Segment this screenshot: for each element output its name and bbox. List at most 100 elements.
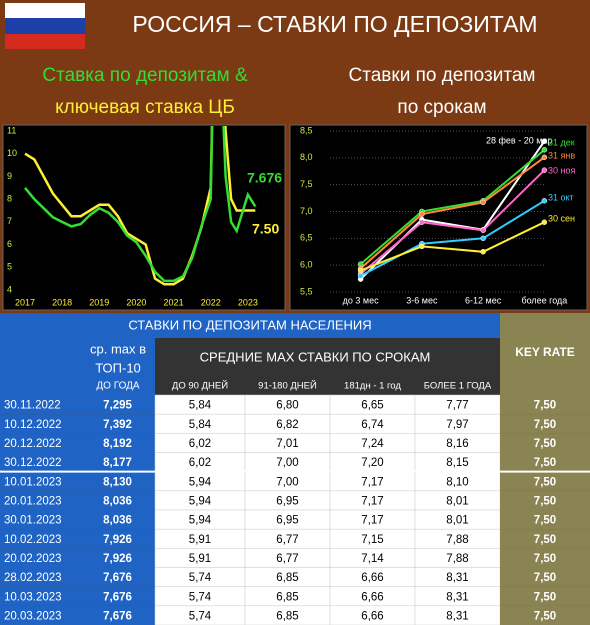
cell: 7,676 <box>103 591 132 603</box>
cell-bg <box>80 452 155 472</box>
cell: 6,66 <box>361 591 383 603</box>
cell: 7,17 <box>361 476 383 488</box>
y-tick-label: 6,5 <box>300 233 313 243</box>
right-chart-bg <box>289 124 588 311</box>
cell: 6,02 <box>189 438 211 450</box>
subtitle-left: ключевая ставка ЦБ <box>55 97 235 118</box>
cell: 6,85 <box>276 610 298 622</box>
cell: 7,50 <box>534 400 556 412</box>
y-tick-label: 8,0 <box>300 152 313 162</box>
cell: 20.12.2022 <box>4 438 62 450</box>
cell: 7,50 <box>534 476 556 488</box>
x-tick-label: 3-6 мес <box>406 295 438 305</box>
point <box>419 219 425 225</box>
cell-bg <box>500 395 590 415</box>
cell-bg <box>500 529 590 549</box>
point <box>541 138 548 144</box>
legend-label: 30 ноя <box>548 165 575 175</box>
table-title: СТАВКИ ПО ДЕПОЗИТАМ НАСЕЛЕНИЯ <box>128 317 371 332</box>
point <box>541 198 548 204</box>
cell: 5,94 <box>189 515 212 527</box>
cell: 7,50 <box>534 534 556 546</box>
cell-bg <box>0 490 80 510</box>
cell: 7,392 <box>103 419 132 431</box>
cell: 7,676 <box>103 572 132 584</box>
y-tick-label: 7,0 <box>300 206 313 216</box>
cell: 6,85 <box>276 591 298 603</box>
cell-bg <box>500 471 590 491</box>
cell: 20.03.2023 <box>4 610 62 622</box>
annotation: 7.676 <box>247 170 282 186</box>
series-line <box>359 169 546 275</box>
cell: 5,84 <box>189 419 212 431</box>
cell: 8,01 <box>446 495 468 507</box>
cell: 7,00 <box>276 476 298 488</box>
term-header: 91-180 ДНЕЙ <box>258 380 317 392</box>
table-title-bg <box>0 313 500 338</box>
series-line <box>360 221 545 272</box>
legend-label: 31 дек <box>548 137 575 147</box>
cell-bg <box>0 395 80 415</box>
cell-bg <box>0 586 80 606</box>
x-tick-label: 2021 <box>164 297 184 307</box>
cell: 8,036 <box>103 515 132 527</box>
cell-bg <box>0 414 80 434</box>
x-tick-label: 2019 <box>89 297 109 307</box>
cell: 6,65 <box>361 400 383 412</box>
term-header: БОЛЕЕ 1 ГОДА <box>424 381 492 392</box>
cell: 6,95 <box>276 495 298 507</box>
cell: 20.01.2023 <box>4 495 62 507</box>
cell-bg <box>80 567 155 587</box>
point <box>480 249 486 255</box>
cell: 6,77 <box>276 534 298 546</box>
cell-bg <box>500 548 590 568</box>
cell: 5,74 <box>189 591 212 603</box>
cell-bg <box>80 471 155 491</box>
y-tick-label: 8,5 <box>300 125 313 135</box>
x-tick-label: более года <box>521 295 567 305</box>
annotation: 7.50 <box>252 221 279 237</box>
group-header: СРЕДНИЕ MAX СТАВКИ ПО СРОКАМ <box>200 349 431 364</box>
cell: 7,50 <box>534 419 556 431</box>
cell-bg <box>500 433 590 453</box>
cell: 7,50 <box>534 438 556 450</box>
cell-bg <box>80 605 155 625</box>
top10-header-bg <box>0 338 155 395</box>
y-tick-label: 6 <box>7 239 12 249</box>
y-tick-label: 7 <box>7 216 12 226</box>
title: РОССИЯ – СТАВКИ ПО ДЕПОЗИТАМ <box>132 11 537 37</box>
legend-label: 28 фев - 20 мар <box>486 135 552 145</box>
flag-red <box>5 34 85 49</box>
key-header-bg <box>500 313 590 395</box>
cell: 7,15 <box>361 534 383 546</box>
cell: 30.01.2023 <box>4 515 62 527</box>
y-tick-label: 5,5 <box>300 286 313 296</box>
y-tick-label: 11 <box>7 125 16 135</box>
cell: 8,31 <box>446 591 468 603</box>
cell-bg <box>0 605 80 625</box>
cell: 5,94 <box>189 495 212 507</box>
cell: 6,02 <box>189 457 211 469</box>
x-tick-label: 2020 <box>126 297 146 307</box>
cell: 6,66 <box>361 610 383 622</box>
point <box>541 147 548 153</box>
cell: 7,20 <box>361 457 383 469</box>
y-tick-label: 9 <box>7 171 12 181</box>
cell: 7,77 <box>446 400 468 412</box>
cell: 7,50 <box>534 457 556 469</box>
legend-label: 30 сен <box>548 213 575 223</box>
cell-bg <box>80 490 155 510</box>
x-tick-label: 6-12 мес <box>465 295 502 305</box>
term-header: 181дн - 1 год <box>344 381 401 392</box>
cell-bg <box>0 510 80 530</box>
left-plot <box>24 126 257 286</box>
series-line <box>24 126 257 283</box>
cell-bg <box>500 567 590 587</box>
cell: 8,130 <box>103 476 132 488</box>
cell-bg <box>80 548 155 568</box>
cell: 28.02.2023 <box>4 572 62 584</box>
cell-bg <box>0 471 80 491</box>
cell: 5,91 <box>189 553 211 565</box>
